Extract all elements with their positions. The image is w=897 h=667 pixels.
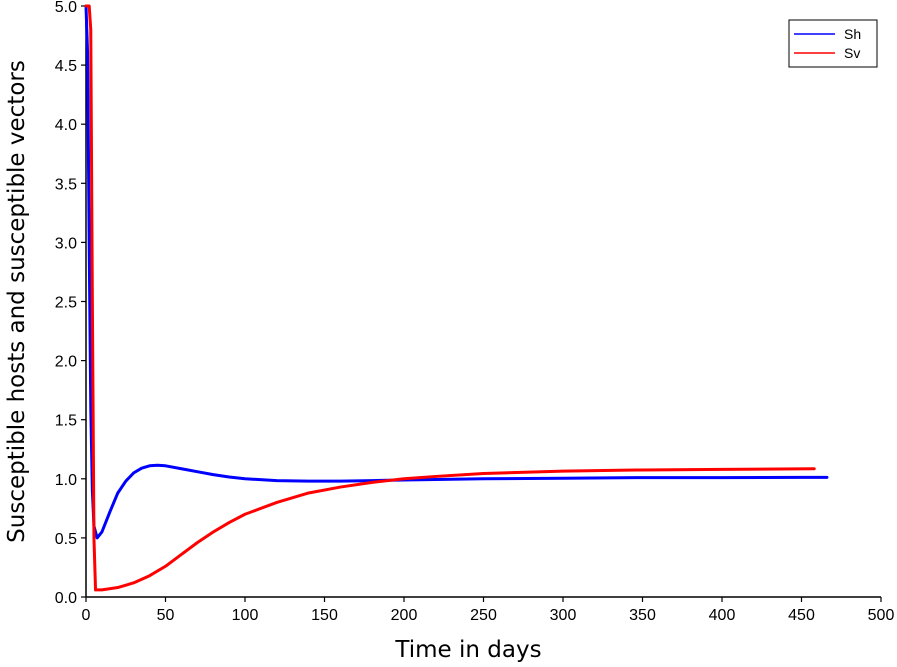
x-tick-label: 200 (391, 607, 418, 624)
legend-label-sv: Sv (844, 45, 860, 61)
x-tick-label: 500 (868, 607, 895, 624)
x-tick-label: 50 (157, 607, 175, 624)
x-tick-label: 250 (470, 607, 497, 624)
axes (85, 6, 881, 598)
y-tick-label: 1.0 (55, 472, 77, 489)
y-tick-label: 4.5 (55, 58, 77, 75)
x-tick-label: 300 (550, 607, 577, 624)
series-line-sh (84, 4, 829, 540)
series-line-sv (84, 4, 816, 592)
y-tick-label: 5.0 (55, 0, 77, 16)
x-tick-label: 450 (788, 607, 815, 624)
y-tick-label: 3.0 (55, 235, 77, 252)
legend-box (788, 19, 878, 68)
x-axis-title: Time in days (394, 637, 541, 663)
y-tick-label: 4.0 (55, 117, 77, 134)
y-axis-title: Susceptible hosts and susceptible vector… (4, 60, 30, 543)
legend: Sh Sv (788, 19, 878, 68)
x-tick-label: 150 (311, 607, 338, 624)
y-tick-label: 2.5 (55, 295, 77, 312)
x-tick-label: 400 (709, 607, 736, 624)
y-tick-label: 3.5 (55, 176, 77, 193)
x-tick-label: 0 (82, 607, 91, 624)
y-tick-label: 0.5 (55, 531, 77, 548)
y-tick-label: 2.0 (55, 354, 77, 371)
y-tick-label: 0.0 (55, 590, 77, 607)
x-tick-label: 100 (232, 607, 259, 624)
series-lines (84, 4, 829, 592)
legend-label-sh: Sh (844, 26, 861, 42)
ticks: 0 50 100 150 200 250 300 350 400 450 500 0.0 0.5 1.0 1… (55, 0, 895, 624)
x-tick-label: 350 (629, 607, 656, 624)
y-tick-label: 1.5 (55, 413, 77, 430)
